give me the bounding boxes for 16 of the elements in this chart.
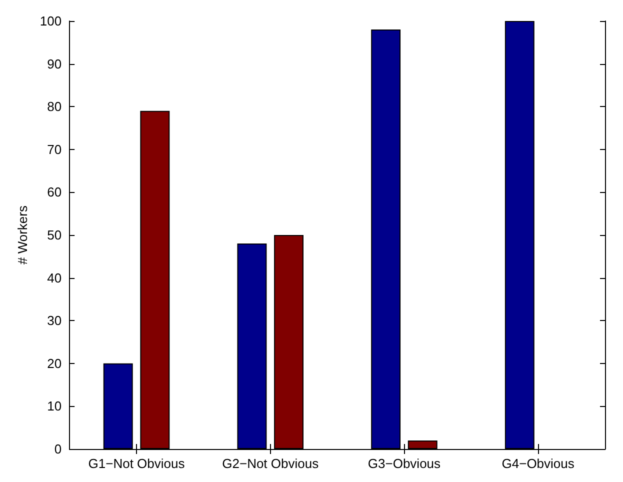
y-tick-label: 80 [47, 99, 62, 114]
x-tick-label: G1−Not Obvious [88, 456, 186, 471]
y-tick-label: 60 [47, 184, 62, 200]
x-tick-label: G4−Obvious [502, 456, 575, 471]
y-tick-label: 20 [47, 356, 62, 371]
y-tick-label: 70 [47, 142, 62, 157]
y-tick-label: 0 [54, 442, 62, 456]
y-tick-label: 40 [47, 270, 62, 286]
y-tick-label: 50 [47, 228, 62, 242]
x-tick-label: G3−Obvious [368, 456, 442, 471]
y-tick-label: 30 [47, 313, 62, 328]
y-tick-label: 10 [47, 398, 62, 414]
y-axis-title: # Workers [15, 205, 30, 264]
y-tick-label: 90 [47, 56, 62, 72]
y-tick-label: 100 [40, 14, 62, 28]
x-tick-label: G2−Not Obvious [222, 456, 320, 471]
